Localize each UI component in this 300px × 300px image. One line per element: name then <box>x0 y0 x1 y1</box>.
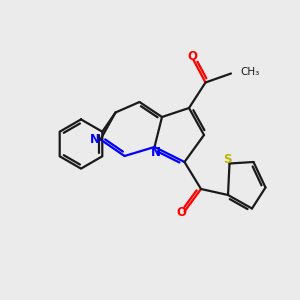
Text: O: O <box>176 206 187 220</box>
Text: N: N <box>151 146 161 159</box>
Text: CH₃: CH₃ <box>240 67 259 77</box>
Text: N: N <box>90 133 100 146</box>
Text: S: S <box>223 153 231 167</box>
Text: O: O <box>187 50 197 64</box>
